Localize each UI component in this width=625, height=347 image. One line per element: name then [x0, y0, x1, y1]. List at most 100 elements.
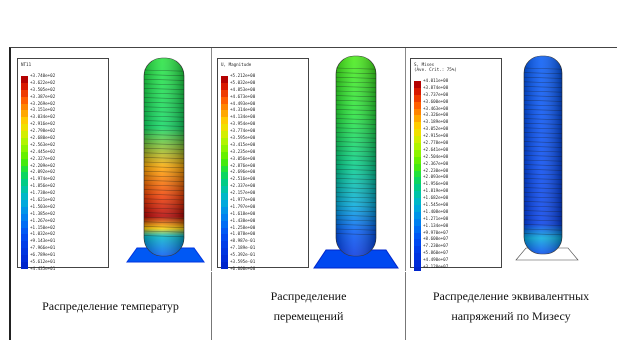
tick-label: +4.673e+00	[230, 93, 256, 99]
ring-line	[523, 122, 563, 125]
color-swatch	[21, 76, 28, 83]
tick-label: +1.819e+08	[423, 188, 449, 194]
ring-line	[523, 159, 563, 162]
ring-line	[523, 173, 563, 176]
color-swatch	[414, 115, 421, 123]
tick-label: +4.011e+08	[423, 78, 449, 83]
tick-label: +2.798e+02	[30, 128, 56, 134]
ring-line	[335, 182, 377, 185]
ring-line	[523, 224, 563, 226]
ring-line	[523, 145, 563, 148]
color-swatch	[221, 110, 228, 118]
ring-line	[143, 157, 185, 159]
color-swatch	[21, 213, 28, 221]
color-swatch	[414, 225, 421, 233]
ring-line	[143, 78, 185, 81]
ring-line	[523, 214, 563, 217]
ring-line	[335, 196, 377, 199]
tick-label: +1.271e+08	[423, 215, 449, 221]
tick-label: +1.267e+02	[30, 217, 56, 223]
color-swatch	[221, 193, 228, 201]
color-scale	[414, 81, 421, 271]
caption-divider-1	[211, 272, 212, 340]
ring-line	[143, 203, 185, 205]
tick-label: +1.797e+00	[230, 203, 256, 209]
color-swatch	[221, 96, 228, 104]
color-swatch	[21, 131, 28, 139]
model-base	[313, 249, 399, 269]
color-swatch	[21, 96, 28, 104]
color-swatch	[414, 87, 421, 95]
color-swatch	[21, 193, 28, 201]
color-swatch	[414, 253, 421, 261]
ring-line	[143, 147, 185, 150]
ring-line	[523, 228, 563, 231]
color-swatch	[21, 206, 28, 214]
color-swatch	[21, 241, 28, 249]
tick-label: +3.622e+02	[30, 79, 56, 85]
tick-label: +2.445e+02	[30, 148, 56, 154]
ring-line	[335, 99, 377, 102]
tick-label: +3.034e+02	[30, 114, 56, 120]
ring-line	[335, 90, 377, 93]
ring-line	[523, 127, 563, 130]
legend-subtitle: (Ave. Crit.: 75%)	[414, 67, 457, 72]
tick-label: +2.209e+02	[30, 162, 56, 168]
ring-line	[523, 191, 563, 194]
color-swatch	[21, 103, 28, 111]
color-swatch	[21, 255, 28, 263]
color-swatch	[221, 131, 228, 139]
ring-line	[143, 69, 185, 72]
tick-label: +1.977e+00	[230, 197, 256, 203]
ring-line	[143, 106, 185, 109]
ring-line	[335, 187, 377, 190]
ring-line	[335, 113, 377, 116]
tick-label: +1.134e+08	[423, 222, 449, 228]
caption-stress: Распределение эквивалентных напряжений п…	[432, 289, 590, 323]
model-shading	[524, 56, 562, 254]
tick-label: +1.258e+00	[230, 224, 256, 230]
tick-label: +0.000e+00	[230, 265, 256, 271]
color-swatch	[221, 241, 228, 249]
ring-line	[335, 191, 377, 194]
color-swatch	[221, 248, 228, 256]
ring-line	[523, 141, 563, 144]
tick-label: +2.563e+02	[30, 141, 56, 147]
ring-line	[335, 214, 377, 217]
tick-label: +3.189e+08	[423, 119, 449, 125]
tick-label: +1.503e+02	[30, 203, 56, 209]
ring-line	[335, 228, 377, 231]
tick-label: +2.915e+08	[423, 133, 449, 139]
ring-line	[523, 104, 563, 107]
stress-legend: S, Mises (Ave. Crit.: 75%) +4.011e+08 +3.…	[410, 58, 502, 271]
tick-label: +2.680e+02	[30, 135, 56, 141]
color-swatch	[221, 165, 228, 173]
tick-label: +2.778e+08	[423, 140, 449, 146]
ring-line	[143, 184, 185, 187]
tick-label: +3.151e+02	[30, 107, 56, 113]
color-swatch	[221, 158, 228, 166]
color-swatch	[414, 163, 421, 171]
color-scale	[21, 76, 28, 269]
color-swatch	[221, 103, 228, 111]
color-swatch	[21, 138, 28, 145]
tick-label: +3.954e+00	[230, 121, 256, 127]
displacement-panel: U, Magnitude +5.212e+00 +5.032e+00 +4.853e…	[212, 48, 406, 271]
color-swatch	[21, 144, 28, 152]
color-swatch	[414, 122, 421, 130]
ring-line	[335, 122, 377, 125]
tick-label: +3.387e+02	[30, 93, 56, 99]
ring-line	[143, 166, 185, 169]
tick-label: +3.505e+02	[30, 86, 56, 92]
color-swatch	[414, 246, 421, 254]
ring-line	[523, 201, 563, 203]
tick-label: +2.696e+00	[230, 169, 256, 175]
ring-line	[143, 207, 185, 210]
color-swatch	[414, 108, 421, 116]
tick-label: +2.641e+08	[423, 146, 449, 152]
legend-title: NT11	[21, 62, 32, 67]
captions-row: Распределение температур Распределение п…	[11, 272, 616, 340]
tick-label: +1.956e+08	[423, 181, 449, 187]
color-swatch	[21, 158, 28, 166]
ring-line	[143, 180, 185, 182]
